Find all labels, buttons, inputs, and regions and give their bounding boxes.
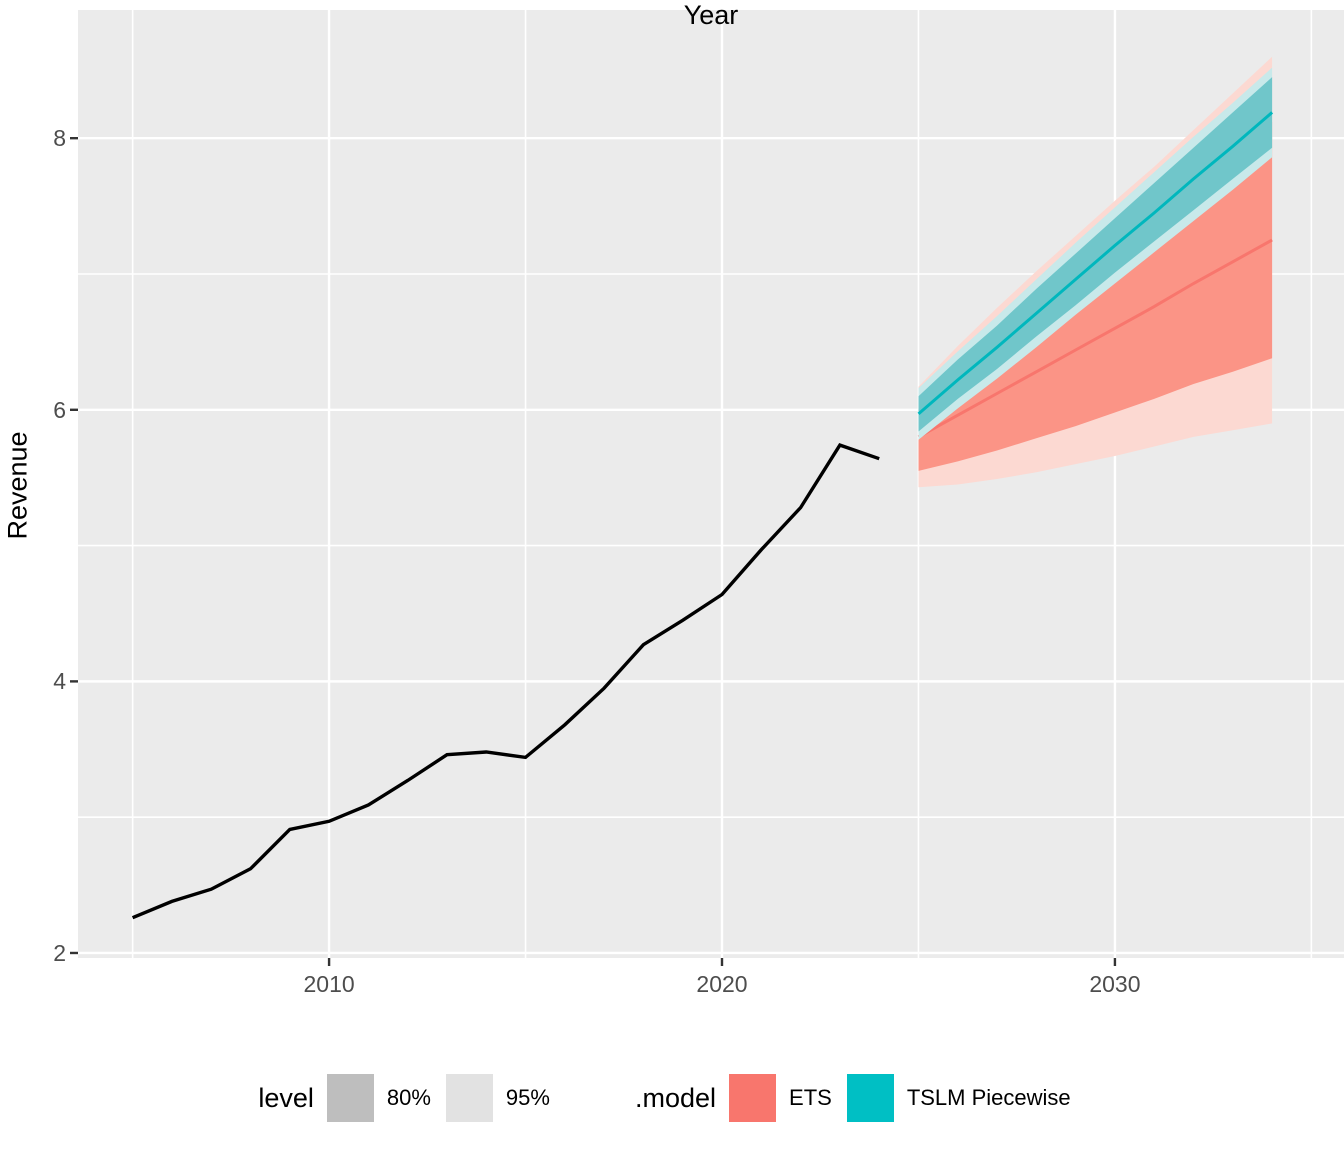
legend-level-title: level [258,1082,314,1113]
legend-item-80: 80% [326,1074,431,1122]
model-ets-swatch [729,1074,777,1122]
legend: level 80% 95% .model ETS TSLM Piecewise [0,1062,1344,1134]
model-tslm-swatch [846,1074,894,1122]
y-tick-label: 6 [53,396,66,423]
tslm-piecewise-80-ribbon [918,77,1273,432]
ets-mean-line [917,238,1273,439]
level-80-label: 80% [386,1085,431,1110]
y-tick-label: 4 [53,668,66,695]
legend-item-95: 95% [445,1074,550,1122]
x-tick-label: 2030 [1089,971,1141,997]
legend-item-tslm: TSLM Piecewise [846,1074,1071,1122]
level-95-swatch [445,1074,493,1122]
y-axis-title: Revenue [2,431,33,540]
y-tick-label: 8 [53,125,66,152]
historical-line [131,443,880,920]
legend-item-ets: ETS [729,1074,832,1122]
x-tick-label: 2020 [696,971,748,997]
level-80-swatch [326,1074,374,1122]
plot-panel [78,10,1344,958]
legend-model-title: .model [634,1082,717,1113]
x-tick-label: 2010 [303,971,355,997]
y-tick-label: 2 [53,939,66,966]
model-ets-label: ETS [789,1085,832,1110]
level-95-label: 95% [505,1085,550,1110]
x-axis-title: Year [683,0,739,30]
model-tslm-label: TSLM Piecewise [906,1085,1071,1110]
tslm-piecewise-mean-line [917,111,1274,416]
